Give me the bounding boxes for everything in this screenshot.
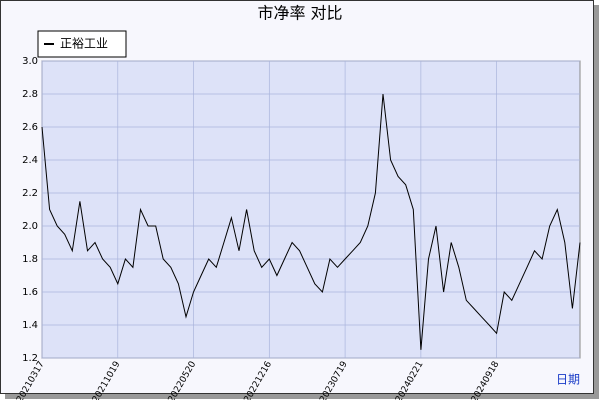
y-tick-label: 2.8 [22,89,38,100]
shadow [5,394,599,399]
y-tick-label: 2.0 [22,221,38,232]
chart-title: 市净率 对比 [257,4,342,23]
plot-area [41,60,581,359]
y-tick-label: 2.2 [22,188,38,199]
legend-label: 正裕工业 [60,36,108,51]
line [41,93,581,350]
shadow [594,5,599,399]
y-tick-label: 1.8 [22,254,38,265]
y-tick-label: 3.0 [22,56,38,67]
y-tick-label: 1.4 [22,320,38,331]
y-tick-label: 2.4 [22,155,38,166]
y-tick-label: 2.6 [22,122,38,133]
y-tick-label: 1.6 [22,287,38,298]
y-tick-label: 1.2 [22,353,38,364]
x-axis-label: 日期 [556,373,580,387]
